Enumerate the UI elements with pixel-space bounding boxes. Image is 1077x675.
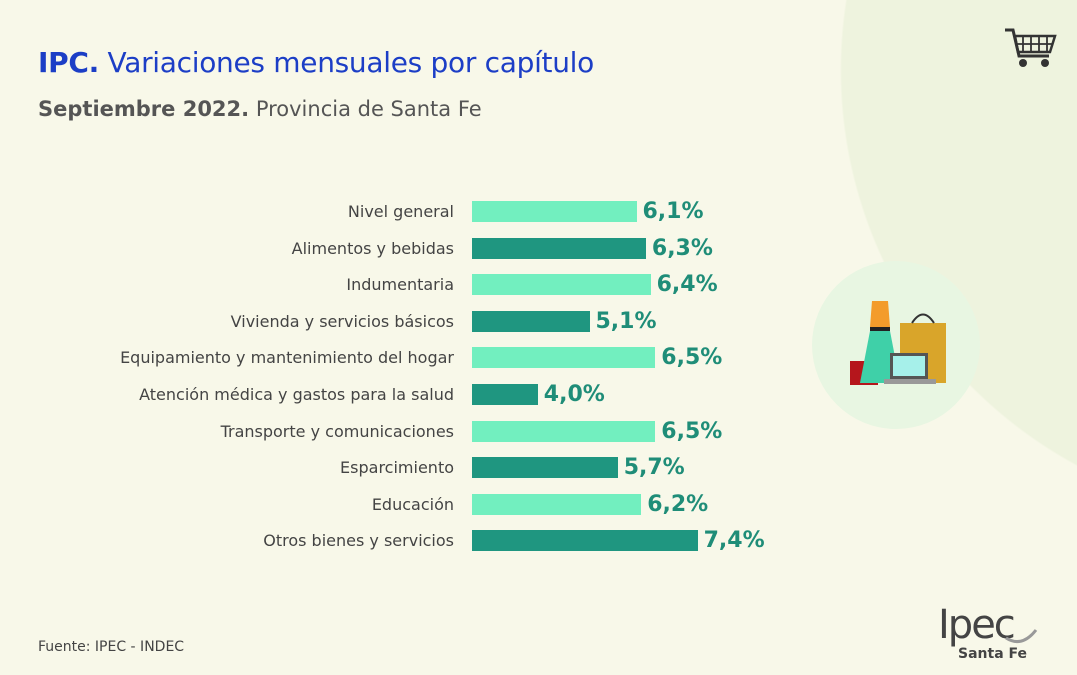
data-label: 5,1% — [595, 308, 657, 334]
bar-row: Atención médica y gastos para la salud 4,… — [0, 384, 820, 406]
category-label: Alimentos y bebidas — [291, 238, 454, 258]
data-label: 4,0% — [543, 382, 605, 407]
bar-row: Esparcimiento 5,7% — [0, 457, 820, 479]
svg-text:Santa Fe: Santa Fe — [958, 646, 1027, 662]
category-label: Nivel general — [347, 202, 454, 221]
category-label: Educación — [371, 494, 454, 514]
source-note: Fuente: IPEC - INDEC — [38, 639, 185, 655]
bar — [472, 384, 538, 405]
data-label: 7,4% — [703, 528, 765, 554]
ipec-logo: Ipec Santa Fe — [938, 602, 1038, 662]
bar-row: Otros bienes y servicios 7,4% — [0, 530, 820, 552]
bar-row: Nivel general 6,1% — [0, 201, 820, 223]
category-label: Vivienda y servicios básicos — [230, 311, 454, 331]
bar — [472, 274, 651, 296]
category-label: Transporte y comunicaciones — [220, 421, 454, 441]
bar — [472, 201, 637, 222]
bar — [472, 237, 646, 259]
category-label: Otros bienes y servicios — [263, 531, 454, 551]
bar-row: Equipamiento y mantenimiento del hogar 6,… — [0, 347, 820, 369]
bar-row: Alimentos y bebidas 6,3% — [0, 235, 820, 261]
data-label: 6,4% — [656, 272, 718, 298]
data-label: 6,5% — [661, 345, 723, 371]
bar-row: Indumentaria 6,4% — [0, 274, 820, 296]
bar — [472, 493, 642, 515]
data-label: 5,7% — [623, 455, 685, 481]
category-label: Esparcimiento — [340, 458, 454, 478]
data-label: 6,1% — [642, 199, 704, 224]
chart-title: IPC. Variaciones mensuales por capítulo — [38, 46, 594, 79]
bar — [472, 347, 656, 369]
category-label: Equipamiento y mantenimiento del hogar — [120, 348, 454, 368]
bar — [472, 530, 698, 552]
data-label: 6,5% — [661, 418, 723, 444]
data-label: 6,3% — [651, 235, 713, 261]
bar-row: Transporte y comunicaciones 6,5% — [0, 418, 820, 444]
data-label: 6,2% — [647, 491, 709, 517]
bar-row: Vivienda y servicios básicos 5,1% — [0, 308, 820, 334]
category-label: Atención médica y gastos para la salud — [139, 385, 454, 404]
chart-subtitle: Septiembre 2022. Provincia de Santa Fe — [38, 97, 482, 121]
shopping-illustration — [812, 261, 980, 429]
category-label: Indumentaria — [346, 275, 454, 295]
bar — [472, 420, 656, 442]
bar-row: Educación 6,2% — [0, 491, 820, 517]
svg-text:Ipec: Ipec — [938, 602, 1014, 648]
bar — [472, 457, 618, 479]
shopping-cart-icon — [1005, 28, 1057, 67]
bar — [472, 310, 590, 332]
